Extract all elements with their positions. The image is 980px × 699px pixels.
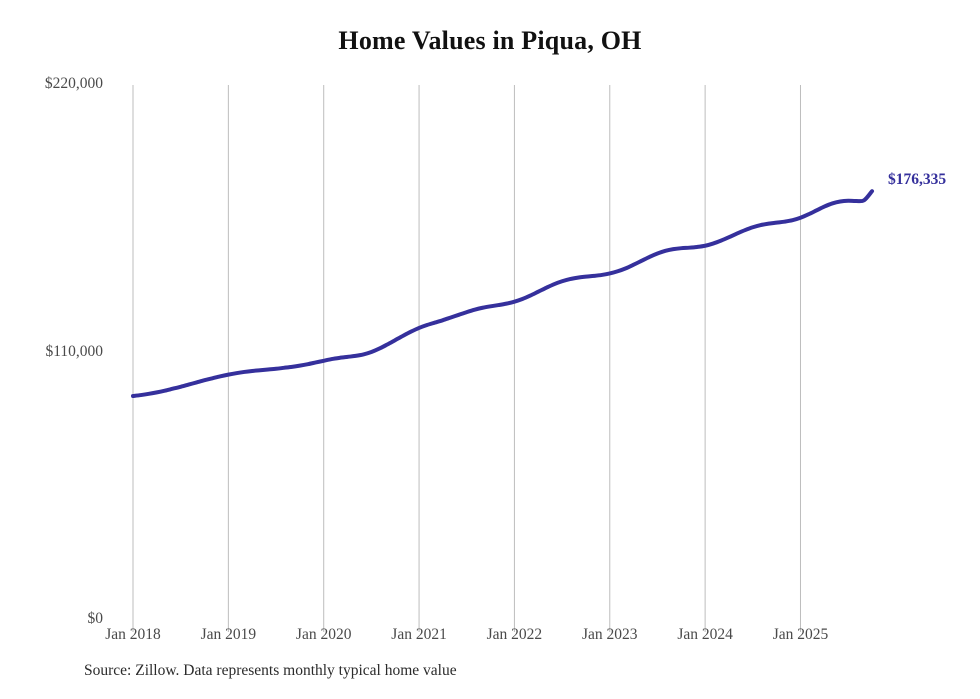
gridlines-group [132, 85, 801, 632]
x-axis-tick-jan-2023: Jan 2023 [581, 626, 638, 643]
source-note: Source: Zillow. Data represents monthly … [84, 662, 457, 679]
y-axis-tick-0: $0 [87, 610, 104, 627]
x-axis-tick-jan-2024: Jan 2024 [677, 626, 733, 643]
x-axis-tick-jan-2018: Jan 2018 [105, 626, 161, 643]
x-axis-tick-jan-2019: Jan 2019 [200, 626, 257, 643]
line-series-typical-home-value [131, 189, 874, 399]
x-axis-tick-jan-2020: Jan 2020 [295, 626, 352, 643]
y-axis-tick-2: $220,000 [44, 75, 103, 92]
page-title: Home Values in Piqua, OH [338, 26, 642, 55]
x-axis-tick-jan-2025: Jan 2025 [772, 626, 829, 643]
x-axis-tick-jan-2021: Jan 2021 [391, 626, 447, 643]
y-axis-tick-1: $110,000 [45, 342, 103, 360]
end-value-annotation: $176,335 [888, 171, 947, 189]
x-axis-tick-jan-2022: Jan 2022 [486, 626, 543, 643]
